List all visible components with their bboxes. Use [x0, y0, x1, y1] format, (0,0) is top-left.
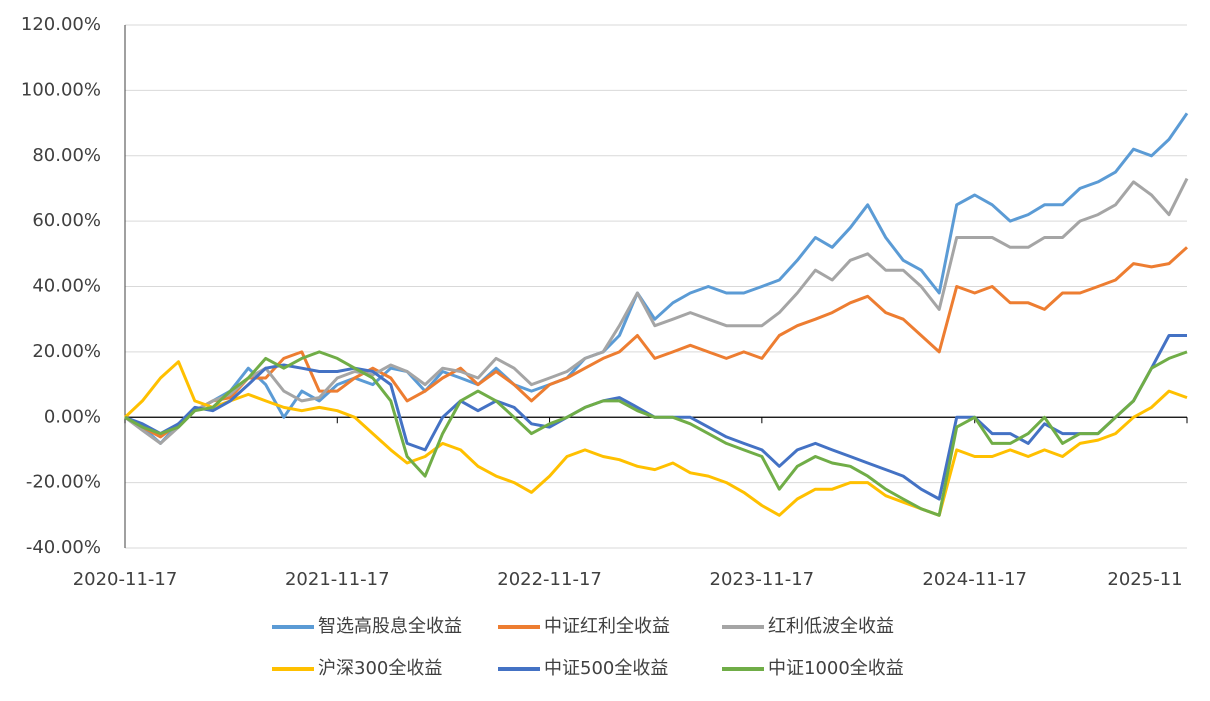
y-tick-label: 80.00% [32, 145, 101, 166]
x-tick-label: 2022-11-17 [497, 569, 602, 590]
y-tick-label: -20.00% [26, 472, 101, 493]
legend-label: 智选高股息全收益 [318, 616, 462, 637]
y-tick-label: 60.00% [32, 210, 101, 231]
y-tick-label: 120.00% [21, 14, 101, 35]
x-tick-label: 2024-11-17 [922, 569, 1027, 590]
y-tick-label: 40.00% [32, 276, 101, 297]
y-tick-label: 20.00% [32, 341, 101, 362]
x-tick-label: 2020-11-17 [73, 569, 178, 590]
x-tick-label: 2021-11-17 [285, 569, 390, 590]
legend-label: 中证500全收益 [544, 658, 668, 679]
y-tick-label: 100.00% [21, 79, 101, 100]
series-line [124, 112, 1189, 445]
series-line [123, 360, 1188, 517]
legend-label: 中证1000全收益 [768, 658, 904, 679]
series-line [124, 350, 1188, 517]
y-tick-label: 0.00% [44, 406, 101, 427]
series-line [124, 246, 1189, 439]
series-line [124, 177, 1189, 445]
legend-label: 中证红利全收益 [544, 616, 670, 637]
x-tick-label: 2023-11-17 [710, 569, 815, 590]
legend-label: 沪深300全收益 [318, 658, 442, 679]
y-tick-label: -40.00% [26, 537, 101, 558]
legend-label: 红利低波全收益 [768, 616, 894, 637]
x-tick-label: 2025-11 [1107, 569, 1182, 590]
